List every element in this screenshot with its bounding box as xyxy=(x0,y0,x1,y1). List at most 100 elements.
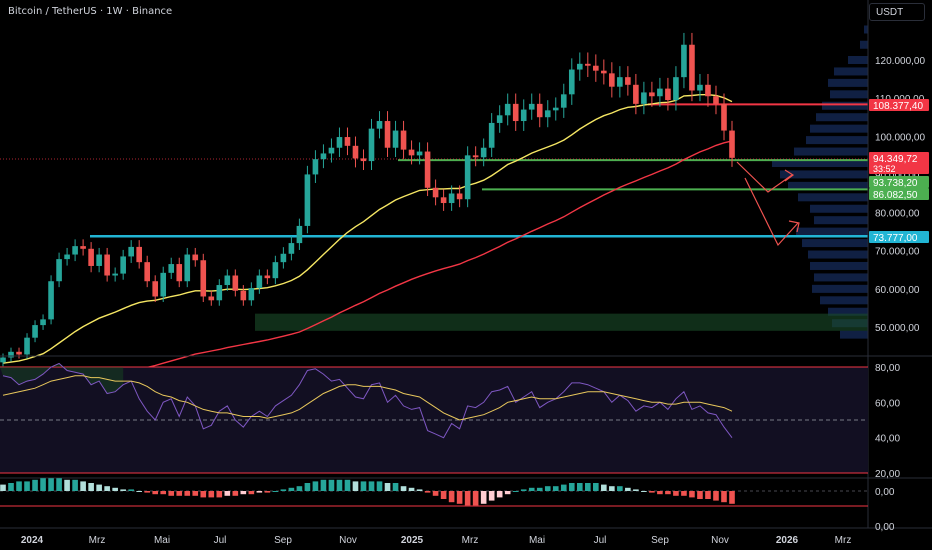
candle[interactable] xyxy=(88,242,94,273)
candle[interactable] xyxy=(721,93,727,141)
candle[interactable] xyxy=(617,66,623,98)
candle[interactable] xyxy=(689,32,695,102)
candle[interactable] xyxy=(649,81,655,107)
candle[interactable] xyxy=(376,111,383,139)
candle[interactable] xyxy=(48,275,54,325)
time-tick-label: Nov xyxy=(711,535,729,546)
candle[interactable] xyxy=(0,353,6,367)
candle[interactable] xyxy=(336,127,343,157)
candle[interactable] xyxy=(264,269,271,285)
candle[interactable] xyxy=(673,66,679,111)
time-axis[interactable]: 2024 Mrz Mai Jul Sep Nov 2025 Mrz Mai Jul Sep Nov 20… xyxy=(21,535,851,546)
candle[interactable] xyxy=(168,257,175,279)
candle[interactable] xyxy=(56,252,62,288)
candle[interactable] xyxy=(96,247,102,273)
candle[interactable] xyxy=(536,93,543,128)
candle[interactable] xyxy=(112,267,118,282)
candle[interactable] xyxy=(352,136,359,168)
candle[interactable] xyxy=(496,105,503,133)
candle[interactable] xyxy=(593,54,599,82)
candle[interactable] xyxy=(344,127,351,156)
candle[interactable] xyxy=(609,62,615,98)
candle[interactable] xyxy=(512,93,519,131)
candle[interactable] xyxy=(456,185,463,208)
candle[interactable] xyxy=(360,149,367,170)
candle[interactable] xyxy=(232,269,239,297)
candle[interactable] xyxy=(192,247,199,267)
candle[interactable] xyxy=(568,58,575,105)
currency-selector[interactable]: USDT xyxy=(869,3,925,21)
candle[interactable] xyxy=(416,142,423,165)
candle[interactable] xyxy=(504,93,511,126)
candle[interactable] xyxy=(136,240,142,269)
candle[interactable] xyxy=(440,189,447,211)
candle[interactable] xyxy=(641,81,647,115)
candle[interactable] xyxy=(320,144,327,169)
candle[interactable] xyxy=(160,266,167,303)
candle[interactable] xyxy=(472,146,479,167)
candle[interactable] xyxy=(424,142,431,197)
candle[interactable] xyxy=(697,73,703,102)
candle[interactable] xyxy=(432,179,439,206)
candle[interactable] xyxy=(601,59,607,85)
candlesticks[interactable] xyxy=(0,32,735,367)
candle[interactable] xyxy=(208,290,215,306)
candle[interactable] xyxy=(128,240,134,263)
candle[interactable] xyxy=(288,236,295,261)
candle[interactable] xyxy=(104,247,110,282)
candle[interactable] xyxy=(480,138,487,167)
candle[interactable] xyxy=(392,120,399,157)
candle[interactable] xyxy=(272,255,279,285)
candle[interactable] xyxy=(560,83,567,118)
rsi-pane[interactable] xyxy=(0,362,868,474)
candle[interactable] xyxy=(144,255,151,288)
candle[interactable] xyxy=(584,52,591,78)
candle[interactable] xyxy=(16,347,22,359)
candle[interactable] xyxy=(64,247,70,266)
candle[interactable] xyxy=(304,165,311,234)
candle[interactable] xyxy=(40,314,46,330)
candle[interactable] xyxy=(152,275,159,303)
candle[interactable] xyxy=(729,120,735,167)
candle[interactable] xyxy=(665,77,671,111)
macd-pane[interactable] xyxy=(0,478,868,507)
candle[interactable] xyxy=(552,97,559,121)
candle[interactable] xyxy=(240,285,247,306)
candle[interactable] xyxy=(200,253,207,303)
candle[interactable] xyxy=(408,140,415,165)
candle[interactable] xyxy=(224,269,231,291)
candle[interactable] xyxy=(681,32,687,89)
candle[interactable] xyxy=(280,247,287,269)
candle[interactable] xyxy=(488,113,495,157)
candle[interactable] xyxy=(256,269,263,294)
candle[interactable] xyxy=(32,320,38,343)
candle[interactable] xyxy=(72,239,78,262)
candle[interactable] xyxy=(400,120,407,159)
candle[interactable] xyxy=(633,73,639,115)
candle[interactable] xyxy=(312,150,319,184)
candle[interactable] xyxy=(625,66,631,96)
candle[interactable] xyxy=(713,85,719,115)
candle[interactable] xyxy=(296,218,303,250)
candle[interactable] xyxy=(448,185,455,211)
candle[interactable] xyxy=(528,93,535,120)
candle[interactable] xyxy=(368,118,375,170)
candle[interactable] xyxy=(248,282,255,306)
candle[interactable] xyxy=(705,73,711,107)
candle[interactable] xyxy=(520,99,527,131)
candle[interactable] xyxy=(384,111,391,157)
candle[interactable] xyxy=(24,333,30,359)
symbol-title[interactable]: Bitcoin / TetherUS · 1W · Binance xyxy=(8,6,173,17)
candle[interactable] xyxy=(216,279,223,306)
candle[interactable] xyxy=(328,138,335,163)
candle[interactable] xyxy=(184,247,191,288)
candle[interactable] xyxy=(576,52,583,81)
candle[interactable] xyxy=(657,77,663,107)
candle[interactable] xyxy=(8,347,14,362)
candle[interactable] xyxy=(176,257,183,288)
candle[interactable] xyxy=(120,249,126,280)
candle[interactable] xyxy=(80,239,86,256)
candle[interactable] xyxy=(544,100,551,128)
candle[interactable] xyxy=(464,146,471,208)
